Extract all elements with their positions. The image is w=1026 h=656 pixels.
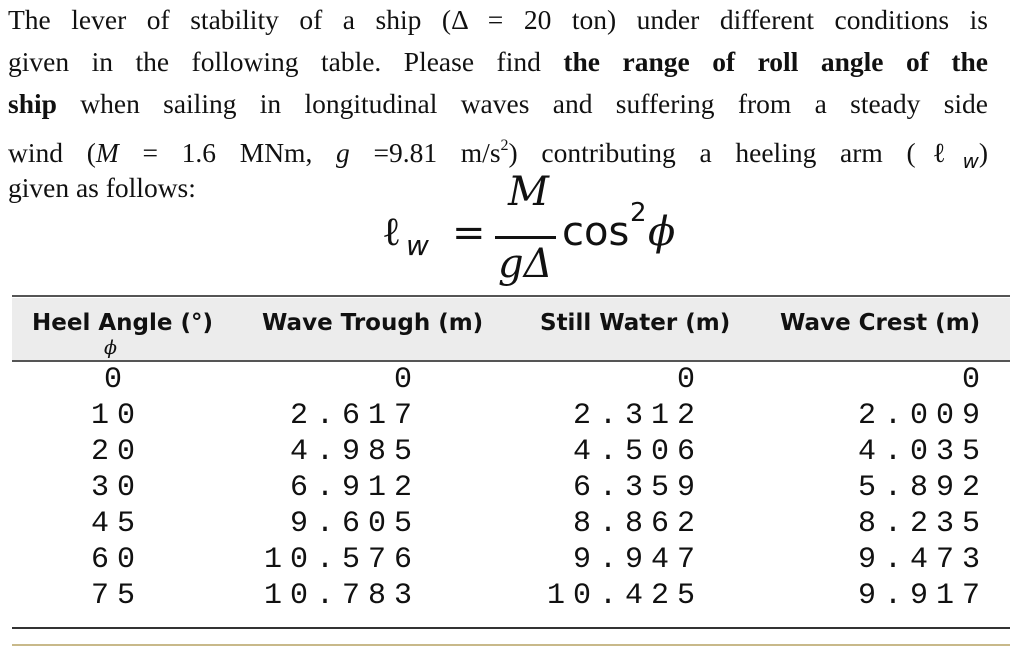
table-cell: 0 xyxy=(393,363,420,397)
header-cell: Heel Angle (°) xyxy=(32,310,213,336)
text: ) contributing a heeling arm ( xyxy=(508,137,916,168)
table-cell: 9.605 xyxy=(289,507,420,541)
subscript: w xyxy=(962,149,979,173)
table-cell: 8.235 xyxy=(857,507,988,541)
superscript: 2 xyxy=(500,137,509,154)
table-cell: 9.917 xyxy=(857,579,988,613)
header-cell: Wave Trough (m) xyxy=(262,310,484,336)
text: =9.81 m/s xyxy=(349,137,501,168)
table-bottom-rule xyxy=(12,627,1010,629)
math-var: M xyxy=(95,137,119,168)
table-cell: 0 xyxy=(961,363,988,397)
table-top-rule xyxy=(12,295,1010,297)
header-rule xyxy=(12,360,1010,362)
formula-subscript: w xyxy=(406,229,429,262)
formula-denominator: gΔ xyxy=(498,241,553,287)
table-cell: 6.912 xyxy=(289,471,420,505)
formula-argument: ϕ xyxy=(648,209,676,255)
table-cell: 10 xyxy=(90,399,143,433)
table-cell: 6.359 xyxy=(572,471,703,505)
table-cell: 4.985 xyxy=(289,435,420,469)
text: ) xyxy=(978,137,988,168)
text-line: ship when sailing in longitudinal waves … xyxy=(8,84,988,126)
footer-rule xyxy=(12,644,1010,646)
table-cell: 10.783 xyxy=(263,579,420,613)
table-cell: 2.312 xyxy=(572,399,703,433)
math-var: g xyxy=(336,137,350,168)
formula-equals: = xyxy=(452,210,486,256)
table-header xyxy=(12,298,1010,360)
formula-lhs: ℓ xyxy=(382,209,402,255)
header-cell: Wave Crest (m) xyxy=(780,310,981,336)
formula-numerator: M xyxy=(508,169,549,215)
text: wind ( xyxy=(8,137,96,168)
text-line: wind (M = 1.6 MNm, g =9.81 m/s2) contrib… xyxy=(8,126,988,173)
bold-text: ship xyxy=(8,88,57,119)
table-cell: 0 xyxy=(676,363,703,397)
table-cell: 60 xyxy=(90,543,143,577)
table-cell: 8.862 xyxy=(572,507,703,541)
text: = 1.6 MNm, xyxy=(118,137,337,168)
math-var: ℓ xyxy=(915,137,963,168)
text-line: The lever of stability of a ship (Δ = 20… xyxy=(8,0,988,42)
problem-text: The lever of stability of a ship (Δ = 20… xyxy=(8,0,988,210)
text: given in the following table. Please fin… xyxy=(8,46,564,77)
header-cell: Still Water (m) xyxy=(540,310,731,336)
table-cell: 4.035 xyxy=(857,435,988,469)
table-cell: 5.892 xyxy=(857,471,988,505)
text-line: given in the following table. Please fin… xyxy=(8,42,988,84)
table-cell: 10.576 xyxy=(263,543,420,577)
table-cell: 75 xyxy=(90,579,143,613)
table-cell: 2.617 xyxy=(289,399,420,433)
text-line: given as follows: xyxy=(8,168,988,210)
table-cell: 45 xyxy=(90,507,143,541)
table-cell: 0 xyxy=(103,363,130,397)
bold-text: the range of roll angle of the xyxy=(563,46,989,77)
formula-power: 2 xyxy=(630,198,647,228)
table-cell: 30 xyxy=(90,471,143,505)
formula-function: cos xyxy=(562,209,630,255)
table-cell: 9.473 xyxy=(857,543,988,577)
table-cell: 4.506 xyxy=(572,435,703,469)
table-cell: 20 xyxy=(90,435,143,469)
text: The lever of stability of a ship (Δ = 20… xyxy=(8,4,988,35)
table-cell: 9.947 xyxy=(572,543,703,577)
fraction-bar xyxy=(495,236,556,239)
table-cell: 2.009 xyxy=(857,399,988,433)
text: given as follows: xyxy=(8,172,196,203)
table-cell: 10.425 xyxy=(546,579,703,613)
text: when sailing in longitudinal waves and s… xyxy=(56,88,988,119)
header-subtext: ϕ xyxy=(104,337,117,359)
